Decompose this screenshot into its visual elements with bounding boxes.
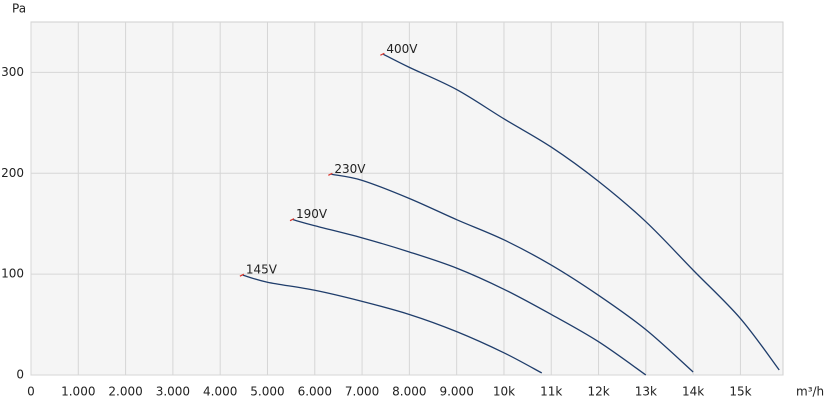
- x-tick-label: 0: [27, 385, 35, 399]
- series-line: [292, 219, 647, 376]
- x-tick-label: 1.000: [61, 385, 95, 399]
- y-tick-label: 200: [1, 166, 24, 180]
- series-line: [331, 173, 694, 373]
- start-marker: [380, 52, 385, 56]
- x-tick-label: 8.000: [392, 385, 426, 399]
- series-label: 190V: [296, 207, 328, 221]
- start-marker: [239, 273, 245, 277]
- x-tick-label: 13k: [635, 385, 657, 399]
- series-label: 145V: [246, 263, 278, 277]
- series-line: [383, 53, 780, 371]
- series-label: 230V: [334, 162, 366, 176]
- plot-area: [30, 21, 784, 376]
- x-axis-label: m³/h: [796, 385, 824, 399]
- x-tick-label: 14k: [682, 385, 704, 399]
- start-marker: [328, 172, 333, 176]
- x-tick-label: 12k: [587, 385, 609, 399]
- x-tick-label: 2.000: [108, 385, 142, 399]
- series-label: 400V: [386, 42, 418, 56]
- y-axis-label: Pa: [12, 2, 26, 16]
- x-tick-label: 7.000: [345, 385, 379, 399]
- y-tick-label: 0: [16, 368, 24, 382]
- x-tick-label: 3.000: [156, 385, 190, 399]
- x-tick-label: 6.000: [298, 385, 332, 399]
- x-tick-label: 4.000: [203, 385, 237, 399]
- series-line: [242, 274, 543, 374]
- y-tick-label: 300: [1, 65, 24, 79]
- start-marker: [289, 218, 295, 222]
- x-tick-label: 11k: [540, 385, 562, 399]
- x-tick-label: 15k: [729, 385, 751, 399]
- x-tick-label: 5.000: [250, 385, 284, 399]
- x-tick-label: 10k: [493, 385, 515, 399]
- y-tick-label: 100: [1, 267, 24, 281]
- x-tick-label: 9.000: [439, 385, 473, 399]
